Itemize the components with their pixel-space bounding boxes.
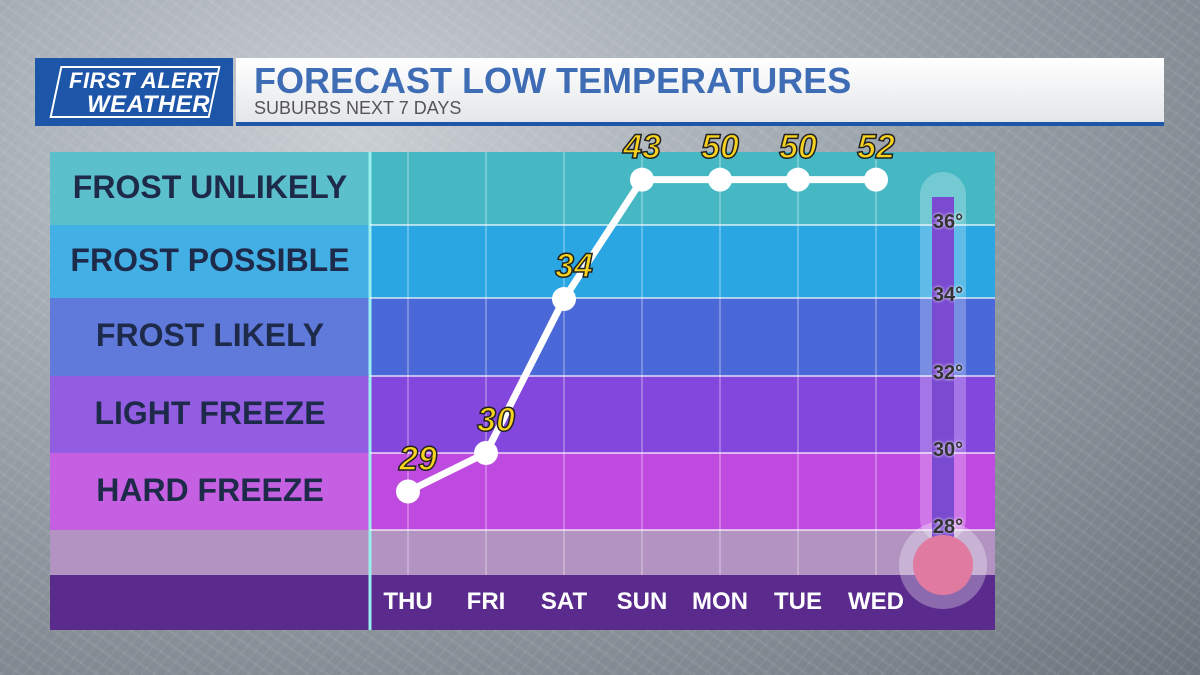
band-0 [50,152,995,225]
data-label: 52 [856,127,895,167]
data-label: 29 [398,439,437,479]
day-label: MON [692,588,748,615]
thermometer-bulb [913,535,973,595]
first-alert-weather-logo: FIRST ALERT WEATHER [35,58,233,126]
band-label: LIGHT FREEZE [94,394,326,431]
chart-title: FORECAST LOW TEMPERATURES [254,60,852,101]
band-3 [50,376,995,453]
data-label: 30 [476,400,515,440]
band-label: FROST POSSIBLE [70,241,350,278]
data-label: 43 [622,127,661,167]
data-point [396,479,420,504]
day-axis-bar [50,575,995,630]
chart-subtitle: SUBURBS NEXT 7 DAYS [254,98,462,118]
band-label: FROST LIKELY [95,317,325,353]
data-label: 50 [778,127,817,167]
thermometer-tick: 28° [932,516,964,538]
band-2 [50,298,995,376]
data-label: 34 [554,246,593,286]
day-label: THU [383,588,433,615]
day-label: TUE [774,588,822,615]
data-point [864,167,888,192]
band-label: HARD FREEZE [96,471,324,508]
day-label: SUN [616,588,668,615]
thermometer-tick: 32° [932,362,964,384]
thermometer-tick: 34° [932,284,964,306]
data-point [552,287,576,311]
band-label-bg [50,152,370,225]
thermometer-tick: 36° [932,211,964,233]
band-label-bg [50,225,370,298]
day-label: SAT [540,588,588,615]
band-label: FROST UNLIKELY [72,168,348,205]
data-point [630,167,654,192]
logo-text: WEATHER [87,91,211,118]
thermometer-mercury [932,197,954,537]
band-label-bg [50,453,370,530]
band-empty [50,530,995,575]
band-label-bg [50,376,370,453]
title-bar: FORECAST LOW TEMPERATURES SUBURBS NEXT 7… [236,58,1164,126]
day-label: WED [848,588,904,615]
thermometer-tick: 30° [932,439,964,461]
band-4 [50,453,995,530]
data-label: 50 [700,127,739,167]
data-point [786,167,810,192]
band-label-bg [50,298,370,376]
day-label: FRI [466,588,506,615]
band-1 [50,225,995,298]
logo-text: FIRST ALERT [69,68,217,93]
data-point [474,441,498,465]
data-point [708,167,732,192]
